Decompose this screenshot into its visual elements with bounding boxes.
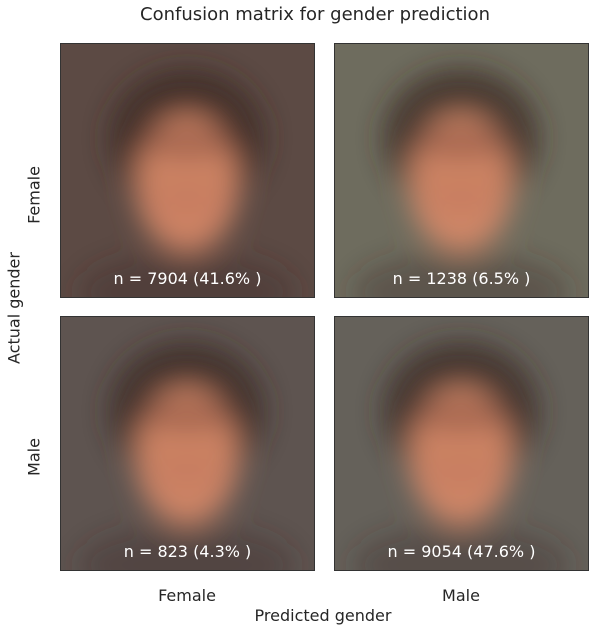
cell-female-male: n = 1238 (6.5% ) [334,43,589,298]
cell-male-female: n = 823 (4.3% ) [60,316,315,571]
x-axis-label: Predicted gender [254,606,392,625]
col-label-female: Female [158,586,216,605]
cell-count-label: n = 7904 (41.6% ) [113,269,262,288]
cell-count-label: n = 1238 (6.5% ) [392,269,531,288]
row-label-female: Female [24,166,44,224]
average-face-image [335,44,588,297]
cell-male-male: n = 9054 (47.6% ) [334,316,589,571]
cell-count-label: n = 9054 (47.6% ) [387,542,536,561]
cell-female-female: n = 7904 (41.6% ) [60,43,315,298]
y-axis-label: Actual gender [4,252,24,364]
col-label-male: Male [442,586,480,605]
row-label-male: Male [24,438,44,476]
average-face-image [61,317,314,570]
average-face-image [61,44,314,297]
average-face-image [335,317,588,570]
cell-count-label: n = 823 (4.3% ) [123,542,252,561]
chart-title: Confusion matrix for gender prediction [140,4,490,25]
